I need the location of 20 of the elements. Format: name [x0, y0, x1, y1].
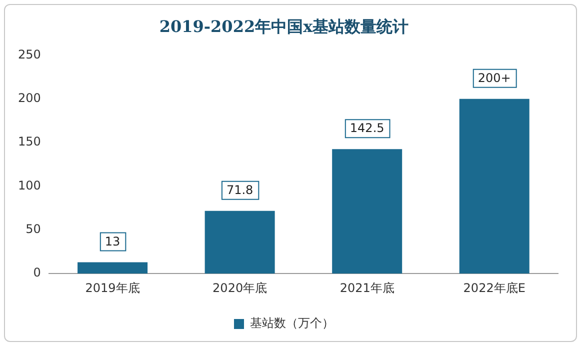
y-tick-label: 200	[18, 91, 41, 106]
bar	[332, 149, 402, 274]
y-tick-label: 250	[18, 47, 41, 62]
legend-label: 基站数（万个）	[250, 316, 334, 330]
data-label: 13	[104, 234, 120, 248]
bar	[204, 210, 275, 274]
chart-title: 2019-2022年中国x基站数量统计	[159, 16, 409, 36]
x-tick-label: 2020年底	[212, 280, 268, 295]
bar	[78, 262, 148, 274]
y-tick-label: 100	[18, 178, 41, 192]
x-tick-label: 2022年底E	[463, 280, 526, 295]
data-label: 200+	[478, 71, 511, 86]
x-tick-label: 2021年底	[340, 280, 394, 295]
data-label: 142.5	[350, 121, 384, 136]
y-tick-label: 50	[26, 222, 41, 236]
bar	[459, 98, 530, 274]
y-tick-label: 0	[33, 266, 41, 280]
x-tick-label: 2019年底	[85, 280, 140, 295]
y-tick-label: 150	[18, 134, 41, 149]
data-label: 71.8	[226, 183, 254, 197]
